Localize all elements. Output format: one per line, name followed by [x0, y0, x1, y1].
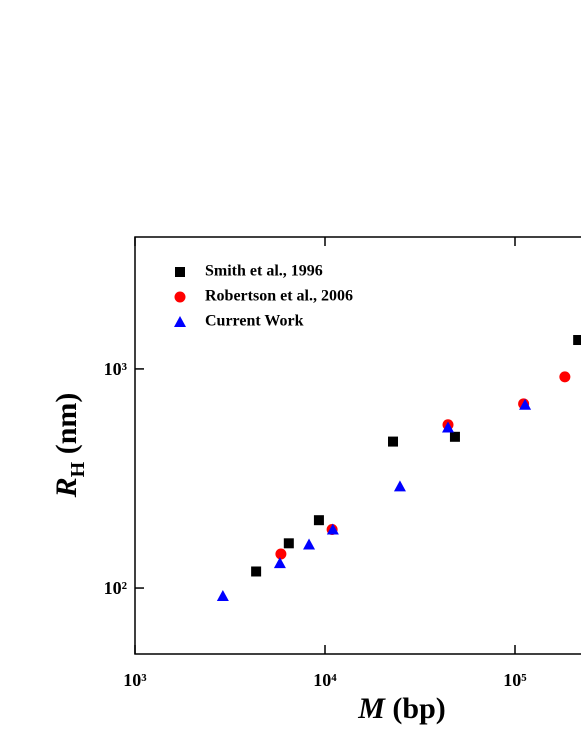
legend-marker [174, 291, 186, 303]
x-label-symbol: M [357, 692, 386, 725]
data-point [275, 548, 287, 560]
data-point [388, 436, 399, 447]
x-tick-label: 10⁴ [313, 670, 337, 690]
legend-label: Current Work [205, 313, 304, 330]
legend-label: Smith et al., 1996 [205, 263, 323, 280]
y-axis-label: RH (nm) [50, 393, 89, 499]
data-point [273, 557, 286, 569]
data-point [393, 480, 406, 492]
data-point [313, 515, 324, 526]
y-tick-label: 10³ [104, 359, 128, 379]
legend-label: Robertson et al., 2006 [205, 288, 353, 305]
legend-marker [175, 267, 185, 277]
x-tick-label: 10³ [123, 670, 147, 690]
y-label-subscript: H [67, 461, 89, 477]
data-point [519, 398, 532, 410]
x-tick-label: 10⁵ [503, 670, 527, 690]
legend-marker [174, 316, 186, 327]
data-point [251, 566, 262, 577]
y-label-symbol: R [50, 477, 83, 498]
data-point [303, 538, 316, 550]
data-point [442, 421, 455, 433]
data-point [216, 589, 229, 601]
y-tick-label: 10² [104, 578, 127, 598]
data-point [573, 335, 581, 346]
data-point [283, 538, 294, 549]
x-axis-label: M (bp) [357, 692, 446, 725]
y-label-unit: (nm) [50, 393, 83, 455]
plot-frame [134, 236, 581, 655]
data-point [559, 371, 571, 383]
data-point [449, 431, 460, 442]
data-point [326, 523, 339, 535]
x-label-unit: (bp) [392, 692, 445, 725]
